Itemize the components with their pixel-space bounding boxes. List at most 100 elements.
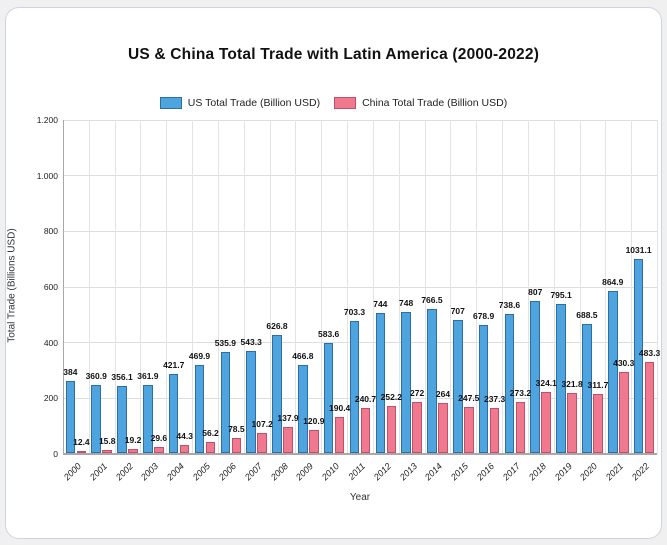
bar-label-us: 583.6 xyxy=(318,329,340,340)
y-gridline xyxy=(63,453,657,455)
bar-us xyxy=(427,309,437,453)
bar-china xyxy=(412,401,422,453)
bar-china xyxy=(283,427,293,453)
x-gridline xyxy=(192,120,194,454)
bar-label-china: 240.7 xyxy=(354,393,377,404)
bar-label-us: 738.6 xyxy=(498,300,521,311)
x-gridline xyxy=(295,120,297,454)
legend-item-us: US Total Trade (Billion USD) xyxy=(159,97,321,109)
bar-label-china: 107.2 xyxy=(251,418,273,429)
bar-us xyxy=(607,290,618,453)
bar-label-us: 807 xyxy=(528,287,543,298)
bar-label-china: 56.2 xyxy=(202,428,219,439)
bar-us xyxy=(349,320,360,453)
bar-china xyxy=(76,450,87,453)
bar-us xyxy=(246,350,256,453)
bar-label-us: 421.7 xyxy=(163,359,185,370)
legend-item-china: China Total Trade (Billion USD) xyxy=(334,97,507,109)
bar-label-china: 252.2 xyxy=(380,391,402,402)
bar-china xyxy=(489,408,500,453)
chart-title: US & China Total Trade with Latin Americ… xyxy=(127,46,540,63)
bar-label-china: 321.8 xyxy=(561,378,583,389)
bar-label-china: 430.3 xyxy=(613,358,635,369)
bar-label-us: 361.9 xyxy=(137,371,159,381)
bar-us xyxy=(633,259,644,453)
chart-card xyxy=(5,7,662,539)
x-gridline xyxy=(605,120,607,454)
bar-label-china: 264 xyxy=(435,389,451,400)
bar-label-china: 247.5 xyxy=(458,392,480,403)
bar-china xyxy=(102,450,113,453)
bar-us xyxy=(168,373,179,453)
bar-china xyxy=(515,401,526,453)
bar-label-china: 44.3 xyxy=(176,430,193,441)
bar-label-us: 678.9 xyxy=(472,311,495,322)
bar-china xyxy=(257,432,267,453)
bar-label-china: 272 xyxy=(410,387,425,398)
y-tick-label: 600 xyxy=(43,282,58,292)
x-gridline xyxy=(657,120,658,454)
x-axis-line xyxy=(63,453,657,454)
bar-us xyxy=(504,314,515,453)
bar-us xyxy=(556,303,566,453)
bar-label-us: 1031.1 xyxy=(625,245,652,256)
bar-china xyxy=(360,407,371,453)
y-tick-label: 1.000 xyxy=(36,170,58,181)
bar-china xyxy=(618,372,629,453)
x-gridline xyxy=(217,120,219,454)
bar-label-us: 766.5 xyxy=(421,294,443,305)
x-gridline xyxy=(243,120,245,454)
bar-label-us: 703.3 xyxy=(343,306,366,317)
x-gridline xyxy=(476,120,478,454)
x-gridline xyxy=(347,120,349,454)
bar-china xyxy=(231,438,242,453)
y-tick-label: 400 xyxy=(43,337,58,348)
bar-label-us: 748 xyxy=(399,298,414,309)
y-gridline xyxy=(63,286,657,288)
legend-label-china: China Total Trade (Billion USD) xyxy=(362,97,508,109)
bar-us xyxy=(194,364,205,453)
china-series-swatch-icon xyxy=(334,97,357,109)
bar-us xyxy=(323,343,334,453)
bar-us xyxy=(582,323,592,453)
bar-label-us: 626.8 xyxy=(266,321,288,332)
bar-label-us: 795.1 xyxy=(550,289,572,300)
x-gridline xyxy=(372,120,374,454)
bar-china xyxy=(128,449,138,453)
y-gridline xyxy=(63,230,657,232)
y-gridline xyxy=(63,342,657,344)
y-gridline xyxy=(63,175,657,177)
x-gridline xyxy=(88,120,90,454)
legend-label-us: US Total Trade (Billion USD) xyxy=(187,97,321,109)
legend: US Total Trade (Billion USD) China Total… xyxy=(0,97,667,109)
x-gridline xyxy=(269,120,271,454)
plot-area xyxy=(63,119,658,455)
y-tick-label: 1.200 xyxy=(36,115,58,125)
bar-label-china: 273.2 xyxy=(509,387,532,398)
x-gridline xyxy=(579,120,581,454)
bar-label-china: 15.8 xyxy=(98,436,116,447)
bar-us xyxy=(478,325,489,453)
bar-china xyxy=(179,444,190,453)
bar-us xyxy=(401,312,411,453)
bar-china xyxy=(205,442,216,453)
bar-label-china: 29.6 xyxy=(150,433,168,444)
y-axis-line xyxy=(63,120,64,454)
bar-us xyxy=(220,352,231,453)
x-gridline xyxy=(166,120,168,454)
bar-china xyxy=(309,430,319,453)
bar-label-china: 120.9 xyxy=(303,416,325,427)
bar-china xyxy=(154,447,164,453)
bar-us xyxy=(530,301,541,453)
bar-label-us: 864.9 xyxy=(602,276,624,287)
bar-china xyxy=(593,394,603,453)
x-gridline xyxy=(631,120,633,454)
bar-us xyxy=(65,380,76,453)
bar-china xyxy=(334,417,345,453)
x-gridline xyxy=(553,120,555,454)
bar-china xyxy=(463,406,474,453)
bar-label-china: 311.7 xyxy=(587,380,609,391)
bar-china xyxy=(386,405,397,453)
bar-label-china: 324.1 xyxy=(535,378,557,389)
